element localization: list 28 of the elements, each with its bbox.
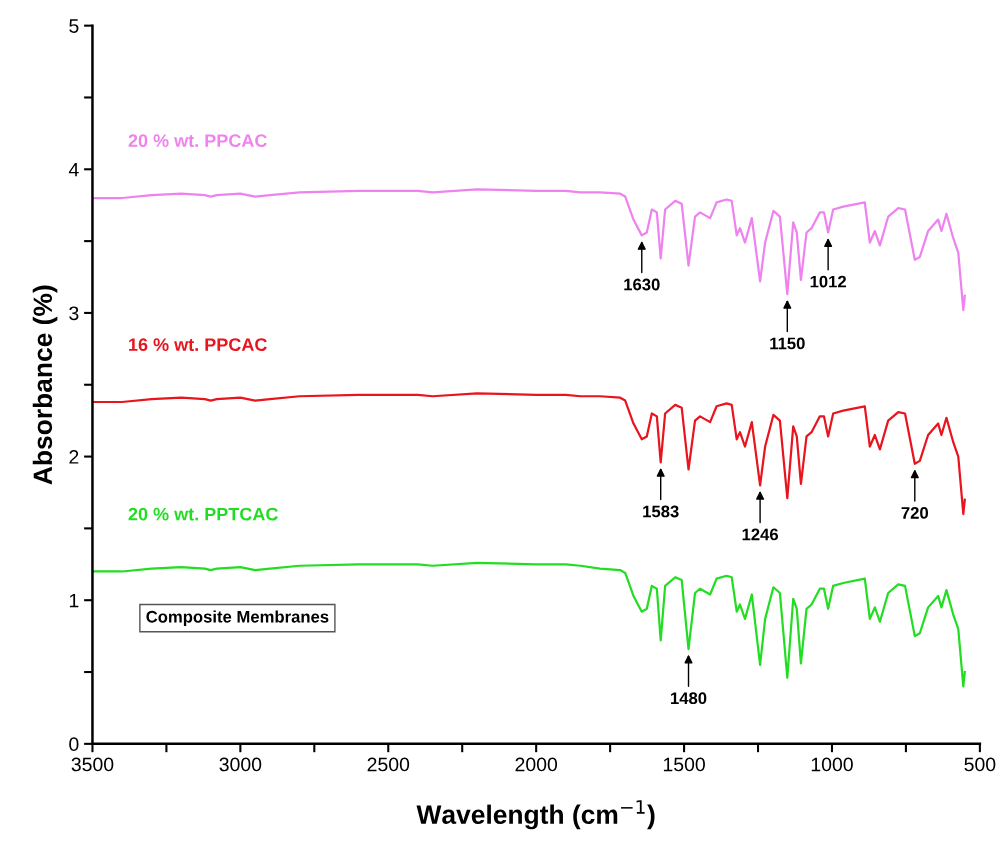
x-tick-label: 1500 xyxy=(663,757,705,772)
x-tick-label: 1000 xyxy=(811,757,853,772)
text: 20 % wt. PPTCAC xyxy=(128,507,278,521)
annotation: Composite Membranes xyxy=(146,610,329,626)
annotation: 1480 xyxy=(671,692,707,705)
x-axis-title: Wavelength (cm$^{−1}$) xyxy=(416,800,655,830)
annotation: 1246 xyxy=(742,528,779,541)
annotation: 720 xyxy=(901,506,929,519)
annotation: 1630 xyxy=(624,278,660,291)
y-tick-label: 5 xyxy=(69,19,79,33)
y-tick-label: 0 xyxy=(69,737,79,752)
y-axis-title: Absorbance (%) xyxy=(32,285,58,485)
x-tick-label: 2500 xyxy=(367,757,410,772)
y-tick-label: 1 xyxy=(69,593,79,608)
x-tick-label: 3000 xyxy=(219,757,262,772)
y-tick-label: 3 xyxy=(69,306,79,321)
annotation: 1150 xyxy=(770,337,805,350)
line-series xyxy=(92,561,966,688)
x-tick-label: 3500 xyxy=(71,757,114,772)
text: 20 % wt. PPCAC xyxy=(128,134,267,148)
y-tick-label: 2 xyxy=(69,450,79,464)
line-series xyxy=(92,188,966,312)
text: 16 % wt. PPCAC xyxy=(129,338,267,352)
annotation: 1583 xyxy=(643,505,679,518)
annotation: 1012 xyxy=(810,275,846,288)
x-tick-label: 2000 xyxy=(515,757,558,772)
y-tick-label: 4 xyxy=(68,162,79,177)
x-tick-label: 500 xyxy=(964,757,996,772)
